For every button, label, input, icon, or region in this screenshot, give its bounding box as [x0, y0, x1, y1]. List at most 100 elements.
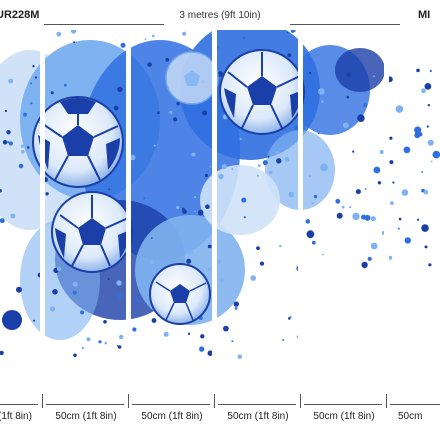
- spatter-dot: [403, 146, 411, 154]
- spatter-dot: [52, 289, 58, 295]
- spatter-dot: [336, 212, 343, 219]
- spatter-dot: [169, 110, 173, 114]
- panel-width-label-6: 50cm: [398, 411, 423, 422]
- spatter-dot: [165, 57, 170, 62]
- spatter-dot: [426, 125, 429, 128]
- spatter-dot: [414, 126, 422, 134]
- spatter-dot: [8, 78, 14, 84]
- spatter-dot: [187, 248, 194, 255]
- spatter-dot: [4, 109, 7, 113]
- spatter-dot: [231, 340, 234, 343]
- spatter-dot: [321, 100, 324, 103]
- spatter-dot: [176, 205, 180, 210]
- spatter-dot: [287, 31, 289, 34]
- spatter-dot: [352, 150, 355, 153]
- spatter-dot: [16, 286, 22, 293]
- spatter-dot: [262, 160, 268, 166]
- spatter-dot: [363, 103, 368, 108]
- panel-width-label-5: 50cm (1ft 8in): [313, 411, 375, 422]
- spatter-dot: [151, 34, 155, 38]
- spatter-dot: [259, 261, 265, 266]
- spatter-dot: [430, 160, 433, 163]
- spatter-dot: [243, 216, 246, 219]
- spatter-dot: [429, 69, 432, 73]
- spatter-dot: [427, 104, 430, 107]
- spatter-dot: [20, 144, 24, 148]
- spatter-dot: [86, 337, 91, 342]
- spatter-dot: [342, 122, 349, 129]
- spatter-dot: [34, 76, 38, 79]
- spatter-dot: [30, 82, 32, 85]
- spatter-dot: [250, 275, 256, 281]
- spatter-dot: [306, 230, 315, 239]
- spatter-dot: [416, 68, 420, 73]
- mural-preview: [0, 30, 440, 380]
- spatter-dot: [151, 318, 157, 323]
- spatter-dot: [234, 307, 238, 310]
- spatter-dot: [305, 219, 311, 224]
- product-code-right: MI: [418, 9, 431, 21]
- panel-tick: [300, 394, 301, 408]
- panel-dimension-arrow: [390, 404, 440, 405]
- panel-width-label-3: 50cm (1ft 8in): [141, 411, 203, 422]
- spatter-dot: [404, 237, 411, 244]
- spatter-dot: [0, 350, 4, 356]
- spatter-dot: [70, 30, 77, 34]
- spatter-dot: [432, 150, 440, 159]
- panel-dimension-arrow: [0, 404, 38, 405]
- spatter-dot: [50, 91, 54, 95]
- spatter-dot: [207, 244, 212, 249]
- spatter-dot: [275, 150, 279, 154]
- spatter-dot: [318, 88, 325, 95]
- spatter-dot: [388, 255, 393, 260]
- spatter-dot: [200, 334, 205, 339]
- spatter-dot: [318, 132, 320, 135]
- panel-tick: [42, 394, 43, 408]
- spatter-dot: [421, 171, 424, 173]
- spatter-dot: [173, 117, 178, 122]
- spatter-dot: [0, 218, 5, 224]
- spatter-dot: [98, 340, 102, 344]
- spatter-dot: [389, 160, 394, 165]
- panel-dimension-arrow: [304, 404, 382, 405]
- spatter-dot: [395, 105, 404, 113]
- football-5: [165, 51, 219, 105]
- spatter-dot: [116, 280, 122, 286]
- spatter-dot: [113, 105, 119, 111]
- panel-dimensions: (1ft 8in) 50cm (1ft 8in) 50cm (1ft 8in) …: [0, 380, 440, 440]
- spatter-dot: [335, 198, 341, 204]
- spatter-dot: [204, 173, 209, 178]
- spatter-dot: [424, 245, 428, 249]
- spatter-dot: [147, 62, 152, 67]
- header: UR228M 3 metres (9ft 10in) MI: [0, 0, 440, 30]
- spatter-dot: [186, 258, 192, 264]
- spatter-dot: [163, 331, 169, 337]
- spatter-dot: [288, 191, 295, 198]
- spatter-dot: [223, 325, 229, 332]
- spatter-dot: [216, 259, 222, 265]
- spatter-dot: [117, 86, 123, 93]
- spatter-dot: [364, 214, 371, 221]
- spatter-dot: [120, 42, 126, 48]
- spatter-dot: [0, 189, 2, 193]
- spatter-dot: [153, 144, 156, 147]
- spatter-dot: [242, 36, 246, 40]
- spatter-dot: [194, 210, 196, 213]
- spatter-dot: [349, 206, 352, 209]
- spatter-dot: [361, 261, 368, 269]
- spatter-dot: [199, 346, 205, 352]
- panel-width-label-1: (1ft 8in): [0, 411, 32, 422]
- spatter-dot: [174, 122, 176, 125]
- spatter-dot: [26, 146, 30, 149]
- spatter-dot: [33, 319, 35, 322]
- panel-width-label-2: 50cm (1ft 8in): [55, 411, 117, 422]
- spatter-dot: [55, 87, 61, 93]
- spatter-dot: [417, 218, 420, 221]
- spatter-dot: [143, 197, 146, 200]
- spatter-dot: [72, 290, 77, 295]
- spatter-dot: [414, 132, 421, 139]
- spatter-dot: [103, 320, 107, 324]
- football-1: [32, 96, 124, 188]
- spatter-dot: [10, 213, 16, 219]
- spatter-dot: [389, 136, 393, 140]
